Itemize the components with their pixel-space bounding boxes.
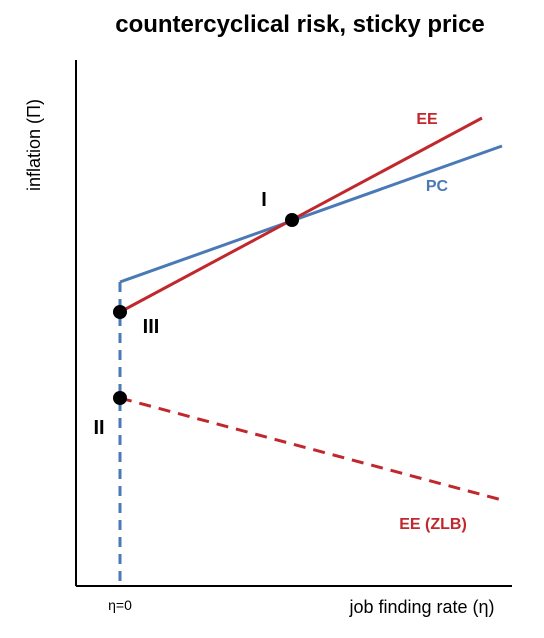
equilibrium-point-iii (113, 305, 127, 319)
point-label-ii: II (93, 417, 104, 439)
x-axis-label: job finding rate (η) (348, 597, 494, 617)
ee-curve-label: EE (416, 111, 438, 128)
equilibrium-point-ii (113, 391, 127, 405)
point-label-iii: III (143, 316, 160, 338)
ee-curve (119, 116, 483, 314)
pc-curve-label: PC (426, 178, 449, 195)
pc-curve (119, 144, 503, 284)
diagram-title: countercyclical risk, sticky price (115, 11, 485, 38)
point-label-i: I (261, 189, 267, 211)
x-tick-label-eta-zero: η=0 (108, 597, 132, 613)
ee-zlb-curve (119, 396, 503, 502)
ee-zlb-curve-label: EE (ZLB) (399, 516, 467, 533)
y-axis-label: inflation (Π) (24, 99, 44, 191)
equilibrium-point-i (285, 213, 299, 227)
